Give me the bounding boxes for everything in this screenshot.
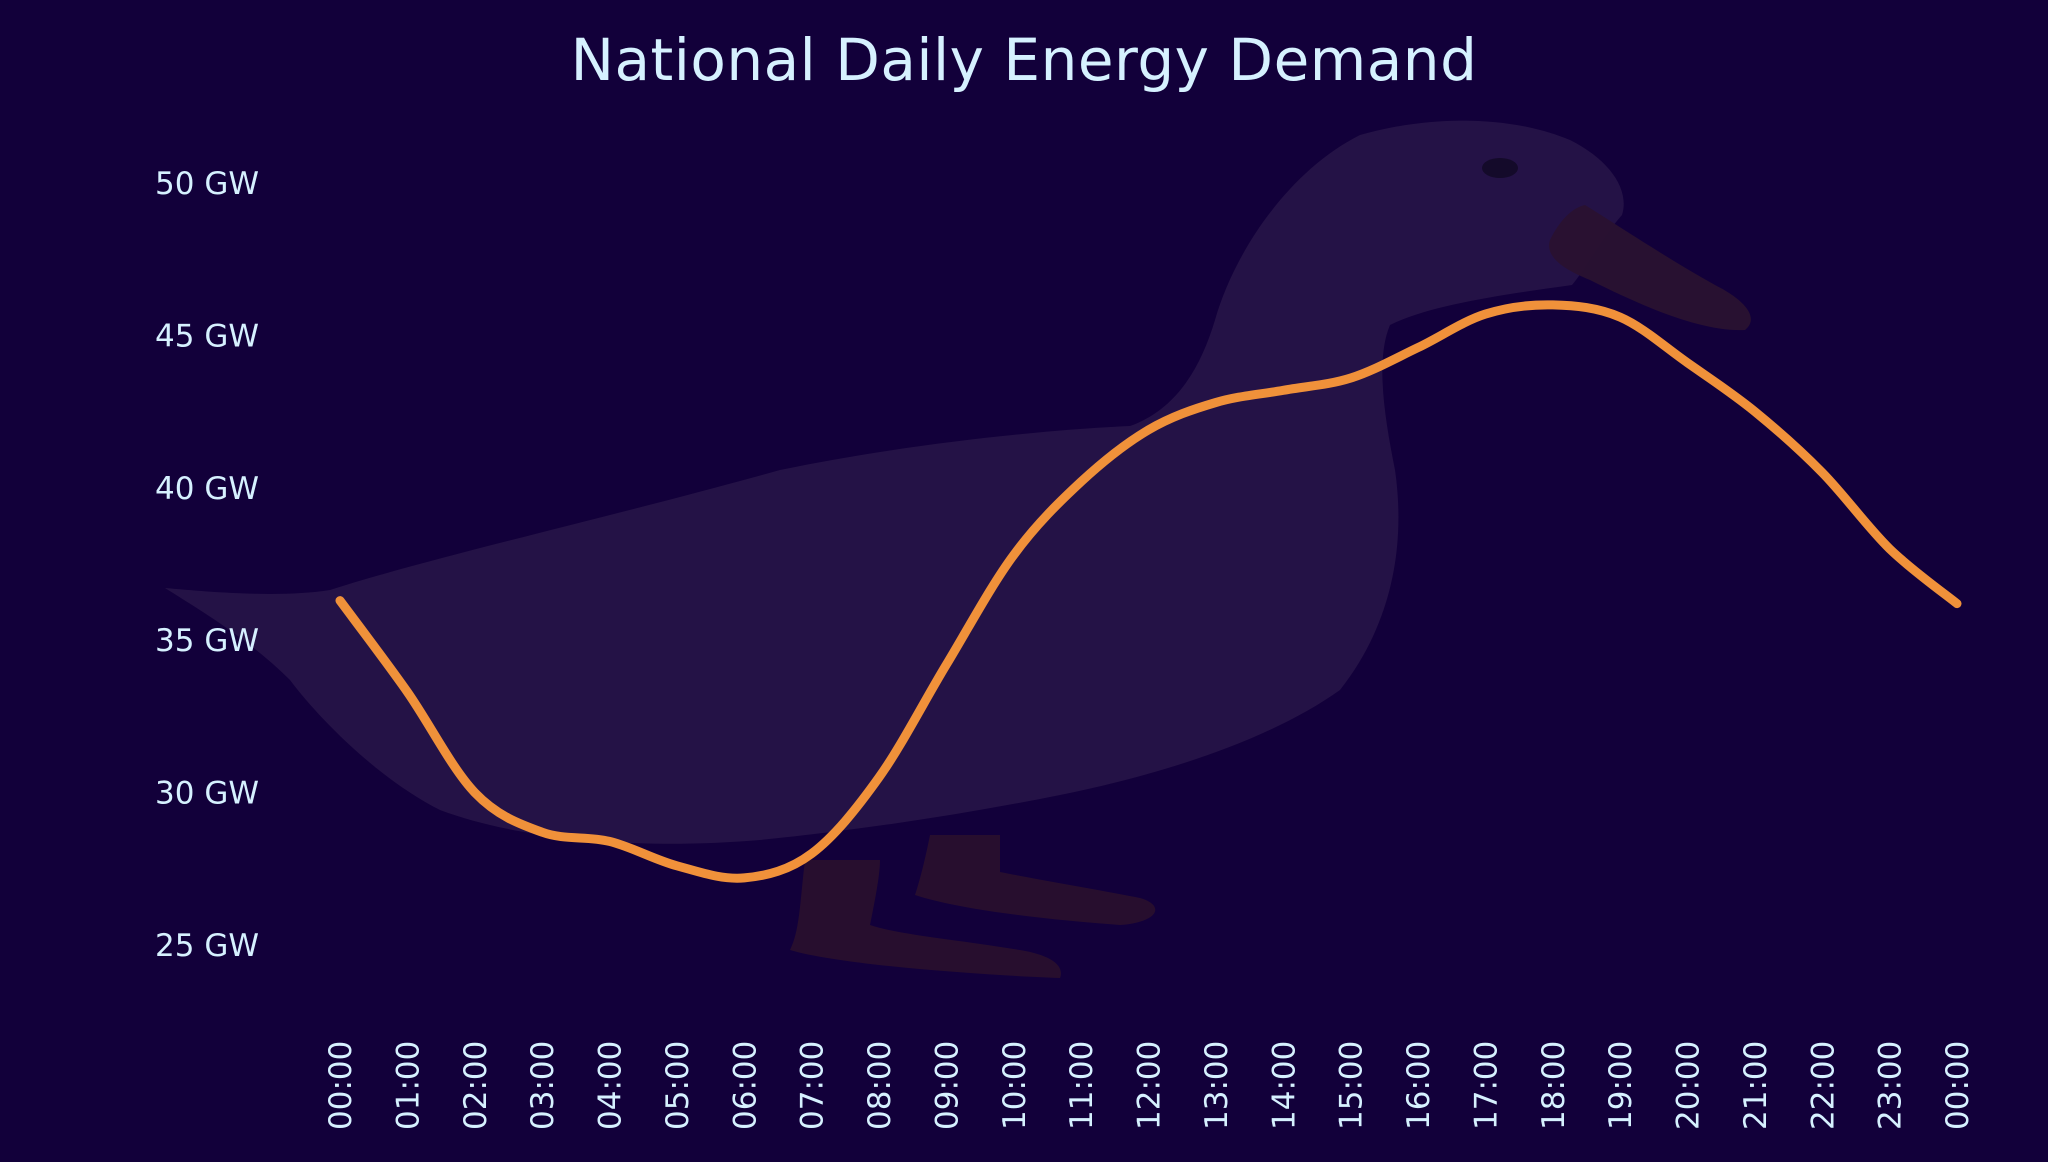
x-tick-label: 14:00 [1266, 1041, 1302, 1130]
chart-title: National Daily Energy Demand [570, 26, 1478, 94]
duck-illustration [165, 120, 1751, 978]
x-tick-label: 00:00 [323, 1041, 359, 1130]
y-axis: 50 GW 45 GW 40 GW 35 GW 30 GW 25 GW [155, 166, 259, 964]
x-axis: 00:00 01:00 02:00 03:00 04:00 05:00 06:00 07:00… [323, 1041, 1976, 1130]
x-tick-label: 11:00 [1064, 1041, 1100, 1130]
duck-beak-shape [1549, 205, 1751, 331]
duck-leg-left-shape [790, 860, 1061, 978]
demand-line [335, 300, 1962, 883]
y-tick-label: 45 GW [155, 318, 259, 354]
x-tick-label: 10:00 [997, 1041, 1033, 1130]
x-tick-label: 07:00 [795, 1041, 831, 1130]
x-tick-label: 17:00 [1468, 1041, 1504, 1130]
y-tick-label: 30 GW [155, 776, 259, 812]
x-tick-label: 02:00 [458, 1041, 494, 1130]
x-tick-label: 13:00 [1199, 1041, 1235, 1130]
x-tick-label: 05:00 [660, 1041, 696, 1130]
x-tick-label: 19:00 [1603, 1041, 1639, 1130]
x-tick-label: 08:00 [862, 1041, 898, 1130]
x-tick-label: 03:00 [525, 1041, 561, 1130]
x-tick-label: 01:00 [390, 1041, 426, 1130]
x-tick-label: 16:00 [1401, 1041, 1437, 1130]
x-tick-label: 21:00 [1738, 1041, 1774, 1130]
x-tick-label: 18:00 [1536, 1041, 1572, 1130]
x-tick-label: 12:00 [1132, 1041, 1168, 1130]
x-tick-label: 22:00 [1805, 1041, 1841, 1130]
duck-leg-right-shape [915, 835, 1156, 925]
y-tick-label: 25 GW [155, 928, 259, 964]
x-tick-label: 09:00 [929, 1041, 965, 1130]
x-tick-label: 06:00 [727, 1041, 763, 1130]
series-group [335, 300, 1962, 883]
x-tick-label: 20:00 [1671, 1041, 1707, 1130]
x-tick-label: 15:00 [1334, 1041, 1370, 1130]
x-tick-label: 00:00 [1940, 1041, 1976, 1130]
duck-eye-shape [1482, 158, 1518, 178]
y-tick-label: 35 GW [155, 623, 259, 659]
duck-body-shape [165, 120, 1624, 844]
x-tick-label: 04:00 [593, 1041, 629, 1130]
y-tick-label: 50 GW [155, 166, 259, 202]
y-tick-label: 40 GW [155, 471, 259, 507]
x-tick-label: 23:00 [1873, 1041, 1909, 1130]
